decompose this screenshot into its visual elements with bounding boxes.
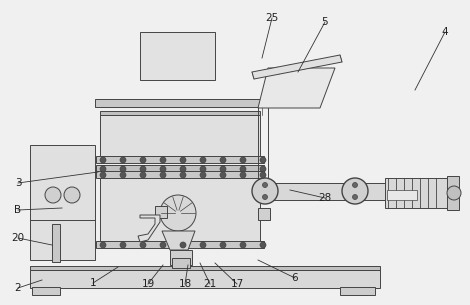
- Text: 18: 18: [179, 279, 192, 289]
- Circle shape: [120, 172, 126, 178]
- Text: 17: 17: [230, 279, 243, 289]
- Bar: [96, 171, 264, 178]
- Polygon shape: [162, 231, 195, 250]
- Polygon shape: [258, 68, 335, 108]
- Circle shape: [352, 182, 358, 188]
- Circle shape: [263, 195, 267, 199]
- Circle shape: [260, 166, 266, 172]
- Bar: [260, 184, 270, 198]
- Circle shape: [240, 172, 246, 178]
- Circle shape: [240, 242, 246, 248]
- Circle shape: [140, 166, 146, 172]
- Circle shape: [260, 242, 266, 248]
- Text: 21: 21: [204, 279, 217, 289]
- Bar: [385, 178, 450, 208]
- Bar: [170, 250, 192, 265]
- Circle shape: [220, 157, 226, 163]
- Bar: [447, 176, 459, 210]
- Circle shape: [140, 242, 146, 248]
- Circle shape: [260, 172, 266, 178]
- Circle shape: [100, 166, 106, 172]
- Circle shape: [352, 195, 358, 199]
- Text: 28: 28: [318, 193, 332, 203]
- Circle shape: [220, 172, 226, 178]
- Polygon shape: [138, 215, 160, 242]
- Circle shape: [180, 166, 186, 172]
- Circle shape: [252, 178, 278, 204]
- Text: 1: 1: [90, 278, 96, 288]
- Circle shape: [160, 242, 166, 248]
- Bar: [340, 287, 375, 295]
- Circle shape: [160, 166, 166, 172]
- Text: 19: 19: [141, 279, 155, 289]
- Bar: [30, 145, 95, 260]
- Text: 2: 2: [15, 283, 21, 293]
- Circle shape: [180, 157, 186, 163]
- Text: 3: 3: [15, 178, 21, 188]
- Bar: [100, 172, 260, 245]
- Circle shape: [240, 157, 246, 163]
- Text: 5: 5: [321, 17, 329, 27]
- Bar: [95, 99, 265, 107]
- Circle shape: [120, 166, 126, 172]
- Circle shape: [200, 157, 206, 163]
- Bar: [260, 183, 415, 200]
- Bar: [258, 208, 270, 220]
- Circle shape: [342, 178, 368, 204]
- Bar: [96, 165, 264, 172]
- Circle shape: [160, 195, 196, 231]
- Bar: [30, 266, 380, 270]
- Polygon shape: [252, 55, 342, 79]
- Circle shape: [140, 172, 146, 178]
- Text: 25: 25: [266, 13, 279, 23]
- Circle shape: [220, 242, 226, 248]
- Circle shape: [200, 166, 206, 172]
- Circle shape: [100, 172, 106, 178]
- Circle shape: [263, 182, 267, 188]
- Bar: [387, 190, 417, 200]
- Circle shape: [240, 166, 246, 172]
- Circle shape: [120, 157, 126, 163]
- Circle shape: [260, 157, 266, 163]
- Bar: [155, 206, 167, 218]
- Text: 6: 6: [292, 273, 298, 283]
- Circle shape: [160, 172, 166, 178]
- Circle shape: [140, 157, 146, 163]
- Bar: [172, 258, 190, 268]
- Bar: [140, 32, 215, 80]
- Bar: [96, 241, 264, 248]
- Circle shape: [200, 242, 206, 248]
- Bar: [52, 224, 60, 262]
- Bar: [100, 111, 260, 115]
- Bar: [32, 287, 60, 295]
- Bar: [30, 270, 380, 288]
- Circle shape: [45, 187, 61, 203]
- Text: 4: 4: [442, 27, 448, 37]
- Circle shape: [180, 242, 186, 248]
- Circle shape: [180, 172, 186, 178]
- Text: B: B: [15, 205, 22, 215]
- Bar: [350, 184, 360, 198]
- Text: 20: 20: [11, 233, 24, 243]
- Circle shape: [120, 242, 126, 248]
- Circle shape: [64, 187, 80, 203]
- Circle shape: [160, 157, 166, 163]
- Circle shape: [200, 172, 206, 178]
- Bar: [100, 115, 260, 160]
- Bar: [96, 156, 264, 163]
- Circle shape: [100, 157, 106, 163]
- Circle shape: [220, 166, 226, 172]
- Circle shape: [100, 242, 106, 248]
- Circle shape: [447, 186, 461, 200]
